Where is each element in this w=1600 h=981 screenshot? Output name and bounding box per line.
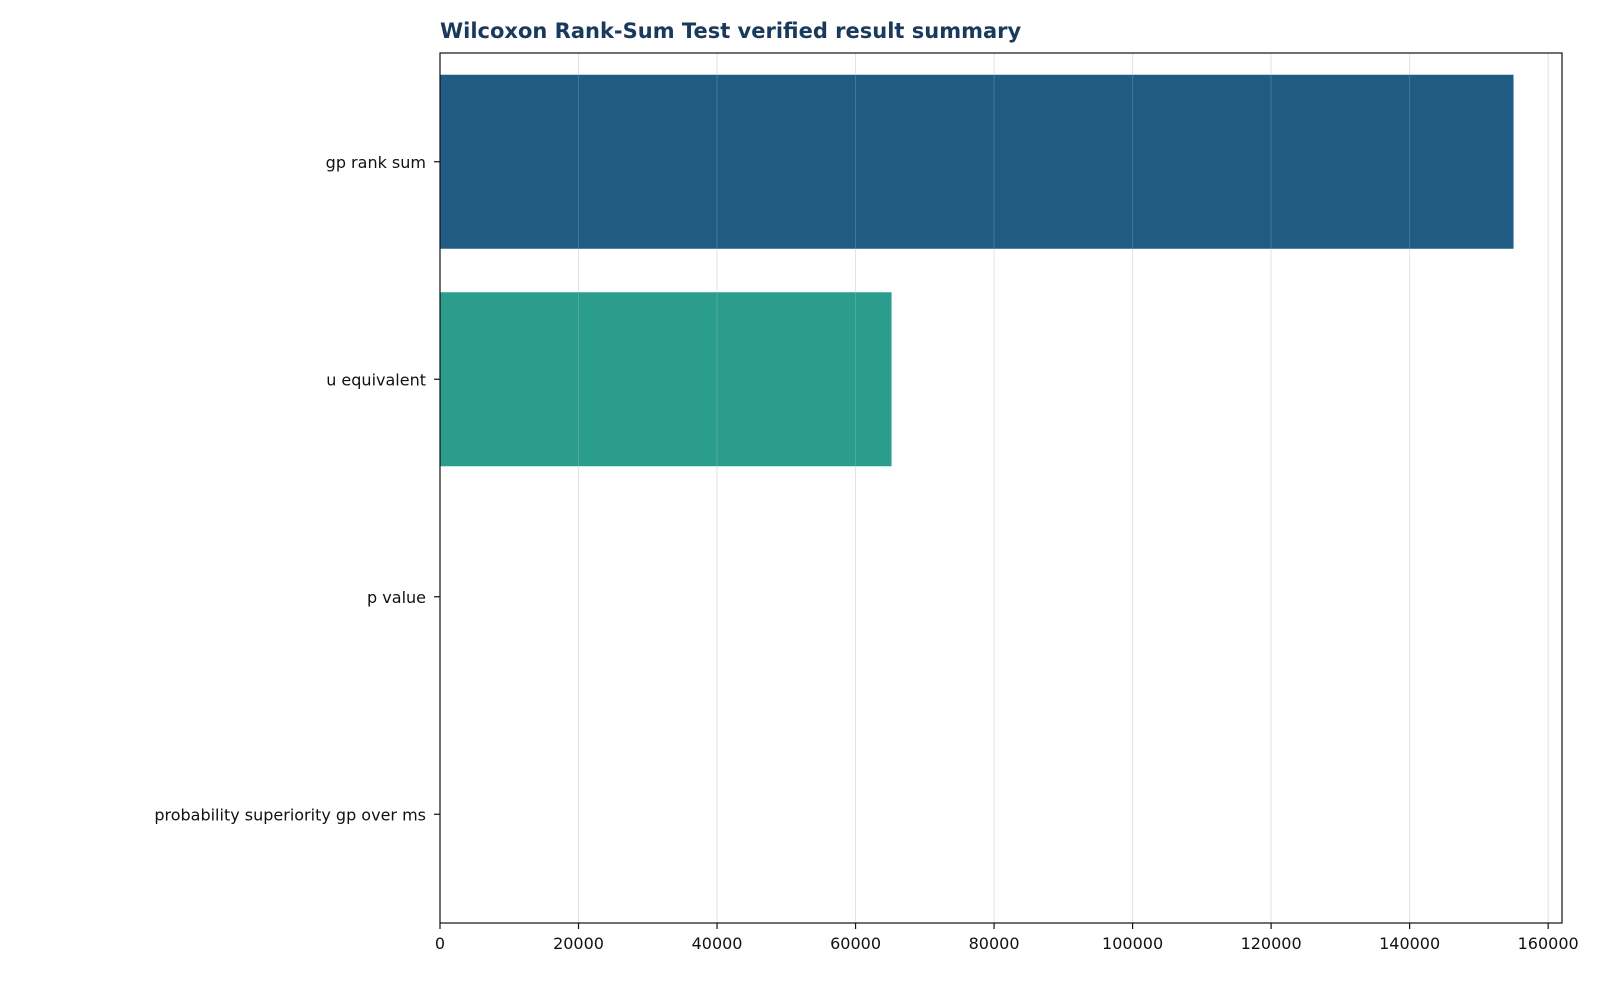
x-tick-label: 120000 bbox=[1241, 934, 1302, 953]
bar bbox=[440, 75, 1514, 249]
chart-title: Wilcoxon Rank-Sum Test verified result s… bbox=[440, 19, 1022, 43]
x-tick-label: 40000 bbox=[692, 934, 743, 953]
y-tick-label: u equivalent bbox=[326, 370, 426, 389]
x-tick-label: 80000 bbox=[969, 934, 1020, 953]
y-tick-label: gp rank sum bbox=[326, 153, 426, 172]
y-tick-label: p value bbox=[367, 588, 426, 607]
x-tick-label: 20000 bbox=[553, 934, 604, 953]
y-tick-label: probability superiority gp over ms bbox=[154, 805, 426, 824]
x-tick-label: 0 bbox=[435, 934, 445, 953]
bar bbox=[440, 292, 892, 466]
x-tick-label: 140000 bbox=[1379, 934, 1440, 953]
x-tick-label: 60000 bbox=[830, 934, 881, 953]
bars bbox=[440, 53, 1548, 923]
x-axis-ticks: 0 20000 40000 60000 80000 100000 120000 140000 1… bbox=[435, 923, 1579, 953]
x-tick-label: 100000 bbox=[1102, 934, 1163, 953]
x-tick-label: 160000 bbox=[1518, 934, 1579, 953]
y-axis-ticks: gp rank sum u equivalent p value probabilit… bbox=[154, 153, 440, 825]
